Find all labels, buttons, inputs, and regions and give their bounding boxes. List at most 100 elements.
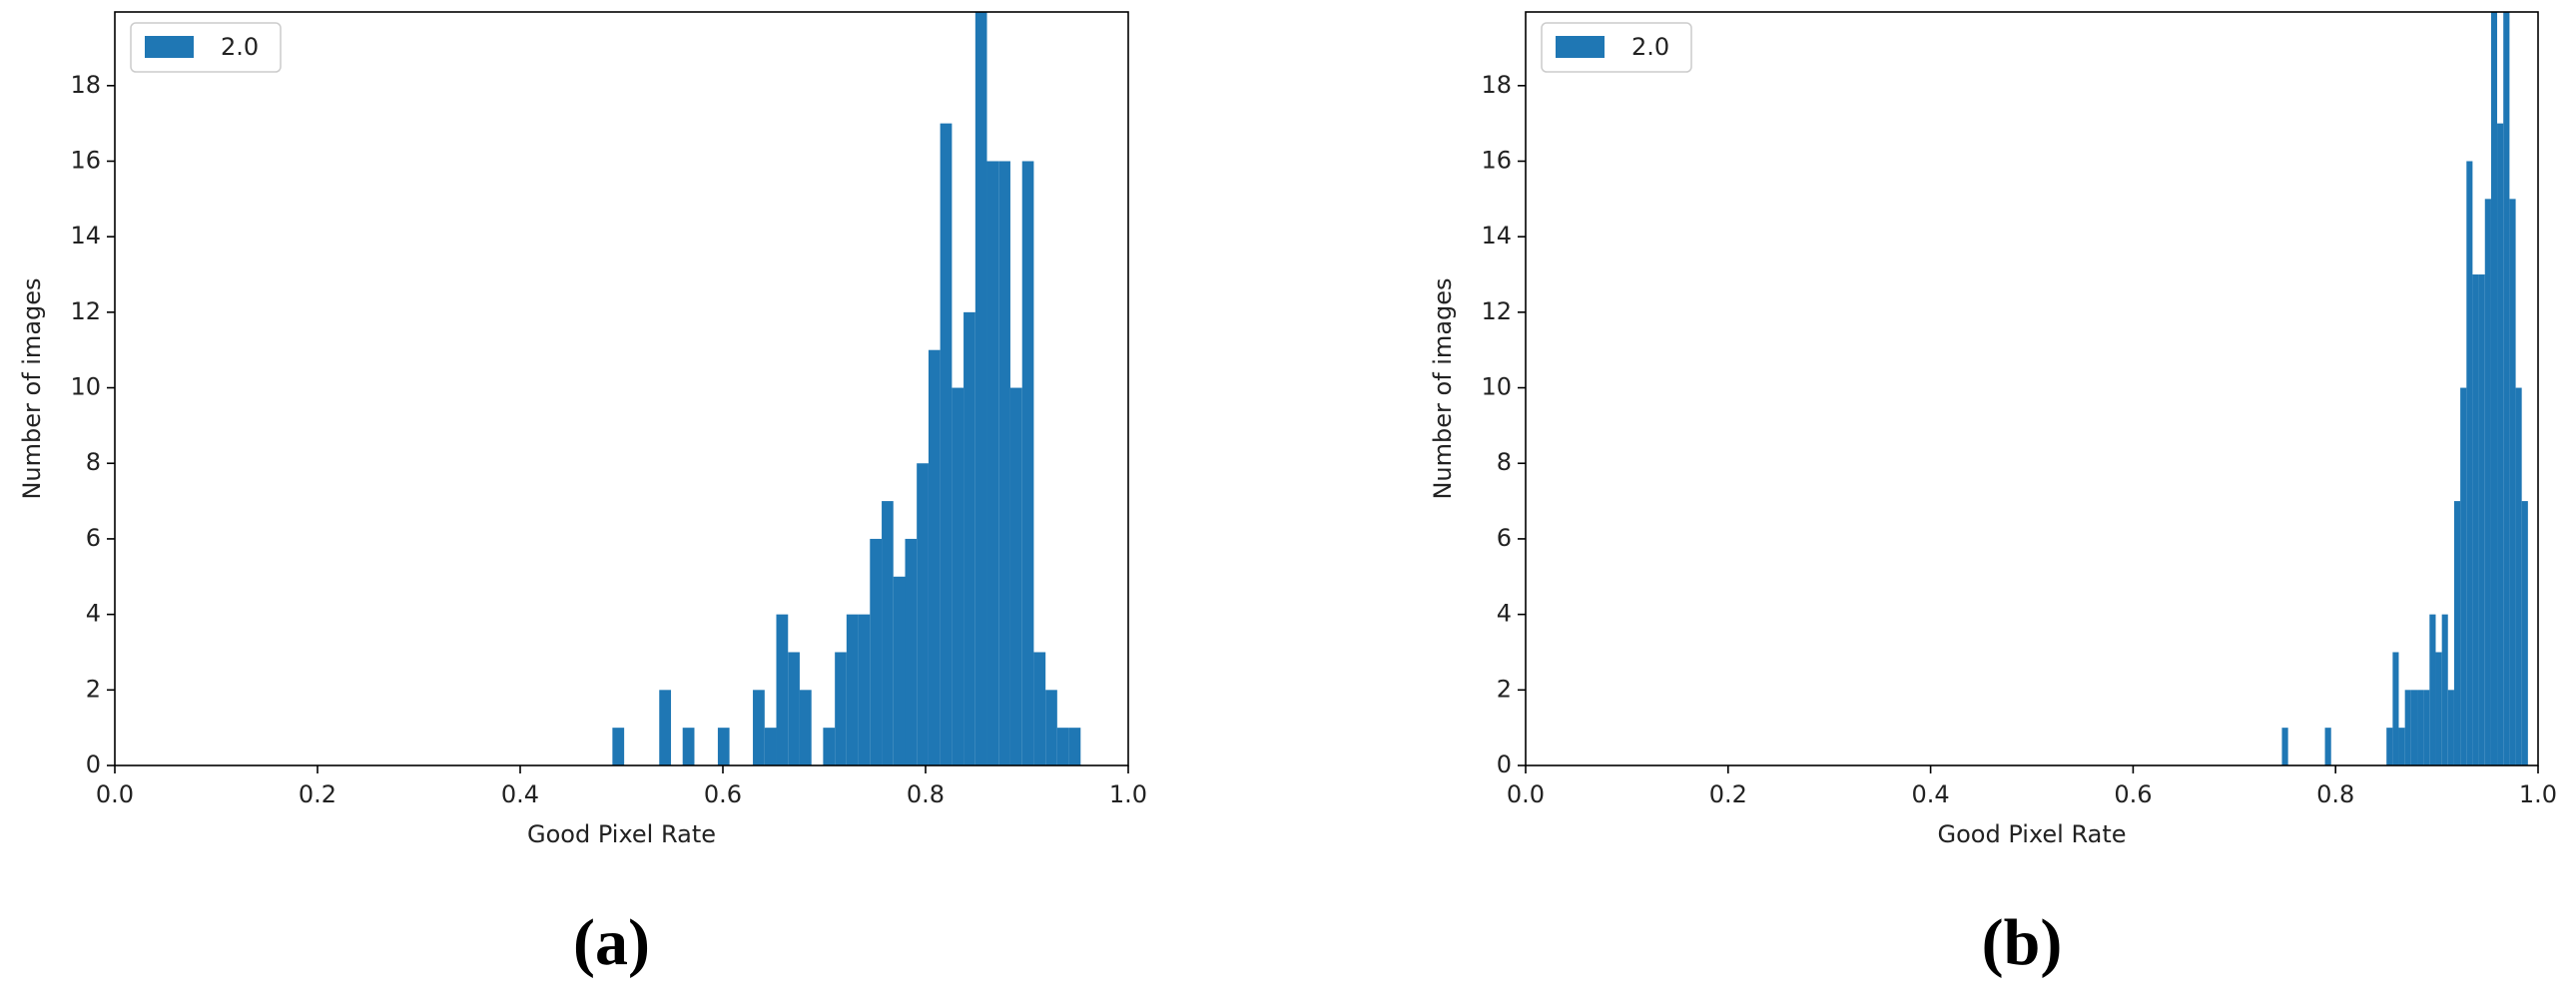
legend-label: 2.0 — [1631, 33, 1669, 61]
bar — [2404, 690, 2411, 765]
bar — [823, 728, 836, 765]
bar — [858, 614, 871, 765]
bar — [928, 349, 941, 765]
bar — [2398, 728, 2405, 765]
y-tick-label: 10 — [70, 373, 101, 401]
bar — [2460, 387, 2467, 765]
bar — [682, 728, 695, 765]
bars — [612, 12, 1081, 765]
legend-swatch — [1556, 36, 1605, 58]
caption: (a) — [573, 906, 650, 979]
y-tick-label: 4 — [1497, 600, 1512, 628]
x-tick-label: 0.0 — [96, 780, 134, 808]
y-tick-label: 12 — [1481, 297, 1512, 325]
caption: (b) — [1982, 906, 2063, 979]
x-tick-label: 0.4 — [1912, 780, 1950, 808]
bar — [776, 614, 789, 765]
x-tick-label: 0.8 — [907, 780, 945, 808]
axes-frame — [1525, 11, 2539, 766]
bar — [2423, 690, 2430, 765]
x-tick-label: 0.2 — [299, 780, 336, 808]
bar — [986, 161, 999, 765]
y-tick-label: 6 — [86, 524, 101, 552]
y-tick-label: 0 — [86, 751, 101, 778]
chart: 0.0 0.2 0.4 0.6 0.8 1.0 0 2 4 6 8 10 12 14 16 18 Good Pi… — [18, 11, 1147, 979]
y-tick-label: 12 — [70, 297, 101, 325]
bar — [612, 728, 625, 765]
x-tick-label: 0.4 — [501, 780, 539, 808]
bar — [2472, 274, 2479, 765]
bar — [2466, 161, 2473, 765]
bar — [846, 614, 859, 765]
legend-swatch — [145, 36, 194, 58]
y-tick-label: 0 — [1497, 751, 1512, 778]
bars — [2281, 12, 2528, 765]
x-tick-label: 0.6 — [704, 780, 742, 808]
legend-box — [1541, 22, 1692, 73]
bar — [1045, 690, 1057, 765]
y-axis-label: Number of images — [18, 277, 46, 499]
bar — [717, 728, 730, 765]
bar — [1033, 652, 1046, 765]
x-tick-label: 1.0 — [1109, 780, 1147, 808]
bar — [2324, 728, 2331, 765]
legend-box — [130, 22, 282, 73]
bar — [2490, 12, 2498, 765]
bar — [835, 652, 847, 765]
legend-label: 2.0 — [221, 33, 259, 61]
x-axis-label: Good Pixel Rate — [527, 820, 716, 848]
bar — [998, 161, 1010, 765]
bar — [2447, 690, 2454, 765]
x-tick-label: 0.6 — [2114, 780, 2152, 808]
bar — [1021, 161, 1034, 765]
bar — [2478, 274, 2485, 765]
y-tick-label: 8 — [86, 448, 101, 476]
bar — [799, 690, 812, 765]
bar — [2281, 728, 2288, 765]
bar — [659, 690, 672, 765]
bar — [2435, 652, 2442, 765]
y-tick-label: 2 — [1497, 675, 1512, 703]
bar — [2441, 614, 2448, 765]
bar — [2453, 501, 2461, 765]
bar — [2503, 12, 2510, 765]
x-tick-label: 0.2 — [1709, 780, 1747, 808]
bar — [2429, 614, 2436, 765]
bar — [753, 690, 765, 765]
bar — [917, 463, 929, 765]
y-tick-label: 14 — [1481, 222, 1512, 250]
y-tick-label: 14 — [70, 222, 101, 250]
y-tick-label: 16 — [70, 146, 101, 174]
bar — [2515, 387, 2522, 765]
y-tick-label: 8 — [1497, 448, 1512, 476]
bar — [952, 387, 965, 765]
x-tick-label: 0.8 — [2316, 780, 2354, 808]
x-axis-label: Good Pixel Rate — [1938, 820, 2127, 848]
y-tick-label: 16 — [1481, 146, 1512, 174]
bar — [2392, 652, 2399, 765]
bar — [1009, 387, 1022, 765]
y-tick-label: 18 — [70, 71, 101, 99]
y-axis-label: Number of images — [1429, 277, 1457, 499]
y-tick-label: 2 — [86, 675, 101, 703]
bar — [788, 652, 800, 765]
bar — [893, 576, 906, 765]
bar — [2410, 690, 2418, 765]
y-tick-label: 18 — [1481, 71, 1512, 99]
chart: 0.0 0.2 0.4 0.6 0.8 1.0 0 2 4 6 8 10 12 14 16 18 Good Pi… — [1429, 11, 2557, 979]
axes-frame — [114, 11, 1129, 766]
bar — [964, 311, 975, 765]
bar — [2484, 199, 2491, 765]
x-tick-label: 0.0 — [1507, 780, 1545, 808]
bar — [2497, 123, 2504, 765]
bar — [870, 538, 883, 765]
bar — [882, 501, 894, 765]
bar — [974, 12, 987, 765]
bar — [2509, 199, 2516, 765]
bar — [940, 123, 953, 765]
bar — [2386, 728, 2393, 765]
bar — [1068, 728, 1081, 765]
bar — [905, 538, 918, 765]
y-tick-label: 6 — [1497, 524, 1512, 552]
